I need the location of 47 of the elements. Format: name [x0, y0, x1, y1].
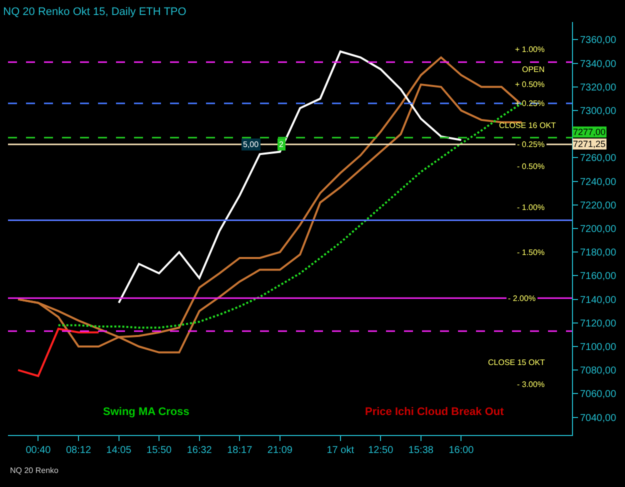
annotation: - 0.25%	[517, 140, 545, 149]
text: NQ 20 Renko	[10, 466, 60, 475]
annotation: - 0.50%	[517, 162, 545, 171]
annotation: + 0.50%	[515, 80, 545, 89]
y-tick-label: 7080,00	[580, 366, 617, 377]
annotation: + 0.25%	[515, 99, 545, 108]
y-tick-label: 7300,00	[580, 106, 617, 117]
y-tick-label: 7240,00	[580, 176, 617, 188]
y-tick-label: 7360,00	[580, 35, 617, 46]
y-tick-label: 7200,00	[580, 224, 617, 235]
x-tick-label: 16:32	[186, 445, 212, 456]
y-tick-label: 7220,00	[580, 200, 617, 212]
x-tick-label: 08:12	[66, 445, 92, 456]
annotation: 5,00	[243, 140, 260, 149]
annotation: - 2.00%	[508, 294, 536, 303]
annotation: 2	[279, 140, 284, 149]
y-tick-label: 7260,00	[580, 153, 617, 164]
annotation: - 1.50%	[517, 248, 545, 257]
annotation: Swing MA Cross	[103, 406, 190, 418]
x-tick-label: 00:40	[26, 445, 52, 456]
x-tick-label: 14:05	[106, 445, 132, 456]
y-tick-label: 7160,00	[580, 271, 617, 282]
annotation: - 1.00%	[517, 203, 545, 212]
y-tick-label: 7040,00	[580, 412, 617, 424]
annotation: - 3.00%	[517, 380, 545, 389]
y-tick-label: 7340,00	[580, 58, 617, 70]
y-tick-label: 7320,00	[580, 82, 617, 94]
ref-line-label: 7271,25	[573, 139, 606, 149]
y-tick-label: 7100,00	[580, 342, 617, 353]
annotation: CLOSE 15 OKT	[488, 358, 546, 367]
x-tick-label: 15:38	[408, 445, 434, 456]
ref-line-label: 7277,00	[573, 127, 606, 137]
x-tick-label: 12:50	[368, 445, 394, 456]
x-tick-label: 18:17	[227, 445, 253, 456]
annotation: CLOSE 16 OKT	[499, 121, 556, 130]
annotation: Price Ichi Cloud Break Out	[365, 406, 504, 418]
x-tick-label: 15:50	[146, 445, 172, 456]
y-tick-label: 7140,00	[580, 294, 617, 306]
x-tick-label: 21:09	[267, 445, 293, 456]
x-tick-label: 17 okt	[326, 445, 354, 456]
x-tick-label: 16:00	[448, 445, 474, 456]
chart-title: NQ 20 Renko Okt 15, Daily ETH TPO	[3, 6, 187, 18]
annotation: OPEN	[522, 65, 545, 74]
y-tick-label: 7120,00	[580, 318, 617, 330]
y-tick-label: 7180,00	[580, 248, 617, 259]
y-tick-label: 7060,00	[580, 389, 617, 400]
annotation: + 1.00%	[515, 45, 545, 54]
